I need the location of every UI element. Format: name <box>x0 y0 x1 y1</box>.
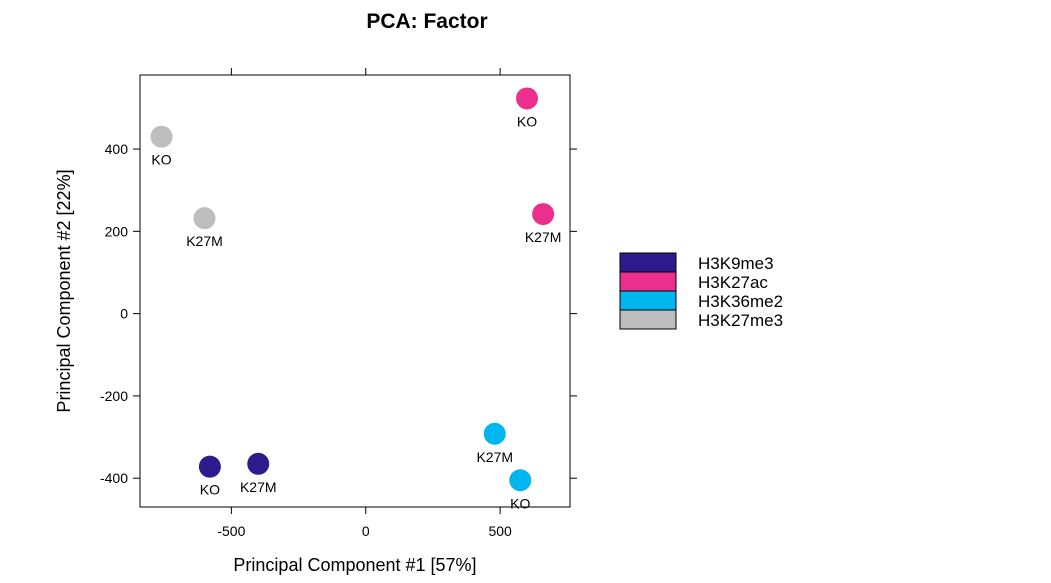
legend-label: H3K36me2 <box>698 292 783 311</box>
data-point-label: K27M <box>525 229 562 245</box>
data-point <box>198 455 221 478</box>
legend-label: H3K27me3 <box>698 311 783 330</box>
data-point <box>532 203 555 226</box>
data-points <box>150 87 555 492</box>
legend-swatch <box>619 309 677 330</box>
legend-swatch <box>619 290 677 311</box>
y-tick-label: 200 <box>105 223 129 239</box>
data-point-label: KO <box>151 152 171 168</box>
y-tick-label: 0 <box>120 306 128 322</box>
point-labels: KO K27M KO K27M K27M KO KO K27M <box>151 113 561 511</box>
y-tick-label: -200 <box>100 388 128 404</box>
axis-ticks <box>133 68 577 514</box>
legend-swatch <box>619 271 677 292</box>
data-point <box>193 207 216 230</box>
y-tick-label: 400 <box>105 141 129 157</box>
data-point-label: K27M <box>186 233 223 249</box>
y-tick-label: -400 <box>100 470 128 486</box>
x-tick-label: -500 <box>217 523 245 539</box>
x-tick-label: 500 <box>488 523 512 539</box>
legend-label: H3K9me3 <box>698 254 774 273</box>
y-axis-title: Principal Component #2 [22%] <box>54 169 74 412</box>
legend-swatch <box>619 252 677 273</box>
data-point-label: K27M <box>476 449 513 465</box>
data-point <box>247 452 270 475</box>
data-point-label: KO <box>510 495 530 511</box>
chart-title: PCA: Factor <box>366 10 487 33</box>
legend-label: H3K27ac <box>698 273 768 292</box>
data-point <box>509 469 532 492</box>
data-point <box>150 125 173 148</box>
data-point-label: KO <box>200 482 220 498</box>
data-point <box>516 87 538 110</box>
x-axis-title: Principal Component #1 [57%] <box>233 555 476 575</box>
data-point <box>483 422 506 445</box>
axis-tick-labels: -500 0 500 -400 -200 0 200 400 <box>100 141 512 539</box>
data-point-label: KO <box>517 113 537 129</box>
plot-frame <box>139 74 571 508</box>
x-tick-label: 0 <box>362 523 370 539</box>
data-point-label: K27M <box>240 479 277 495</box>
